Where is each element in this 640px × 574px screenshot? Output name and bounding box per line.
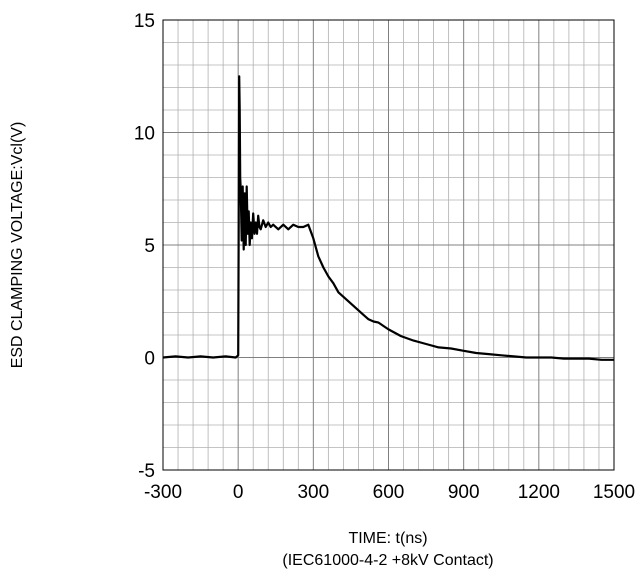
y-axis-title: ESD CLAMPING VOLTAGE:Vcl(V) [9, 122, 26, 369]
y-tick-label: 15 [134, 11, 155, 32]
x-tick-label: 0 [233, 482, 244, 503]
x-axis-title: TIME: t(ns) [348, 530, 427, 547]
x-tick-label: -300 [144, 482, 182, 503]
x-tick-label: 600 [373, 482, 405, 503]
x-tick-label: 1500 [593, 482, 635, 503]
y-tick-label: 10 [134, 124, 155, 145]
x-tick-label: 300 [297, 482, 329, 503]
x-axis-subtitle: (IEC61000-4-2 +8kV Contact) [282, 552, 493, 569]
x-tick-label: 1200 [518, 482, 560, 503]
plot-frame [162, 19, 615, 471]
x-tick-labels: -300 0 300 600 900 1200 1500 [144, 482, 635, 503]
y-tick-label: 0 [144, 349, 155, 370]
y-tick-label: 5 [144, 236, 155, 257]
x-tick-label: 900 [448, 482, 480, 503]
series-line [162, 75, 614, 361]
y-tick-label: -5 [138, 461, 155, 482]
y-tick-labels: 15 10 5 0 -5 [134, 11, 155, 482]
